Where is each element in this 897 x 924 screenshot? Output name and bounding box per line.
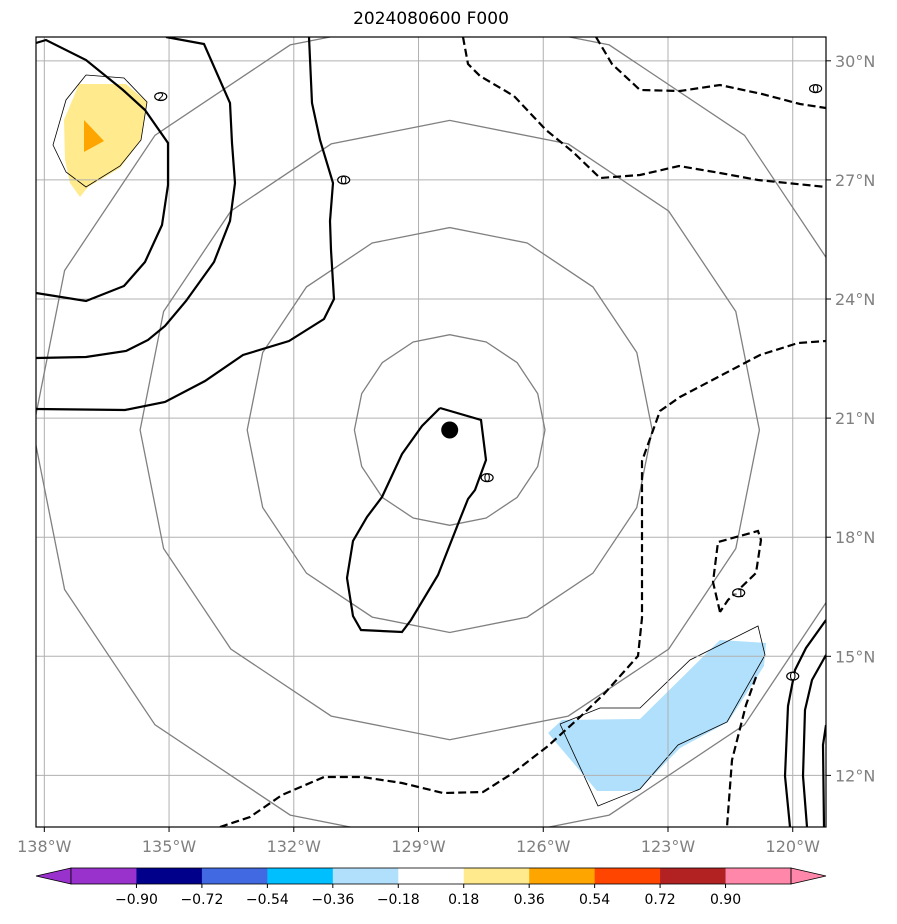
contour-dashed: [219, 339, 826, 827]
lon-tick-label: 135°W: [142, 837, 197, 856]
lon-tick-label: 120°W: [766, 837, 821, 856]
shade-positive-mid: [84, 120, 104, 152]
contour-label: 0: [340, 174, 347, 187]
shade-negative-low: [548, 640, 766, 791]
lon-ticks: 138°W 135°W 132°W 129°W 126°W 123°W 120°W: [17, 827, 820, 856]
contour-labels: 2 0 0 0 -1 0: [154, 83, 823, 683]
thin-contour-negative: [559, 625, 766, 807]
storm-center-marker: [441, 421, 459, 439]
colorbar-segment: [71, 868, 137, 884]
contour-label-box: [480, 473, 494, 483]
colorbar-segment: [398, 868, 465, 884]
colorbar-tick-label: −0.18: [377, 892, 420, 908]
contour-solid: [821, 724, 826, 827]
contour-solid: [36, 37, 237, 360]
contour-label-box: [154, 91, 168, 102]
range-ring: [246, 226, 653, 634]
colorbar-tick-label: −0.36: [311, 892, 354, 908]
lat-tick-label: 12°N: [835, 766, 875, 785]
colorbar-segment: [529, 868, 596, 884]
colorbar-segment: [267, 868, 334, 884]
contour-label-box: [809, 84, 823, 94]
colorbar-tick-label: −0.54: [246, 892, 289, 908]
contour-label-box: [732, 588, 746, 598]
contour-dashed: [595, 37, 826, 110]
contour-solid: [801, 654, 826, 827]
colorbar-extend-high: [790, 867, 827, 885]
colorbar-tick-label: 0.54: [579, 892, 610, 908]
contour-label: 0: [484, 472, 491, 485]
colorbar: −0.90 −0.72 −0.54 −0.36 −0.18 0.18 0.36 0.54 0.7…: [35, 867, 827, 908]
lat-tick-label: 27°N: [835, 171, 875, 190]
range-ring: [36, 37, 826, 827]
colorbar-segment: [201, 868, 268, 884]
contour-label-box: [337, 175, 351, 185]
contour-label: 0: [812, 83, 819, 96]
lon-tick-label: 129°W: [391, 837, 446, 856]
plot-frame: [35, 36, 827, 828]
colorbar-segment: [660, 868, 727, 884]
colorbar-segment: [332, 868, 399, 884]
contour-solid: [36, 38, 170, 303]
contour-dashed: [725, 676, 758, 827]
contour-solid: [36, 37, 336, 412]
range-ring: [353, 334, 546, 526]
colorbar-tick-label: −0.72: [180, 892, 223, 908]
contour-solid: [345, 406, 488, 634]
thin-contour-positive: [52, 74, 148, 188]
shade-positive-low: [64, 84, 147, 197]
lat-tick-label: 24°N: [835, 290, 875, 309]
thin-contours: [52, 74, 766, 807]
shaded-fields: [64, 84, 766, 791]
colorbar-tick-label: 0.18: [448, 892, 479, 908]
lon-tick-label: 138°W: [17, 837, 72, 856]
lat-tick-label: 18°N: [835, 528, 875, 547]
colorbar-segment: [725, 868, 792, 884]
colorbar-segment: [594, 868, 661, 884]
contour-label: 0: [789, 670, 796, 683]
contour-label-box: [786, 671, 800, 681]
lat-ticks: 12°N 15°N 18°N 21°N 24°N 27°N 30°N: [826, 52, 875, 785]
chart-title: 2024080600 F000: [353, 9, 509, 29]
range-rings: [36, 37, 826, 827]
dashed-contours: [219, 37, 826, 827]
lat-tick-label: 15°N: [835, 647, 875, 666]
colorbar-tick-label: 0.90: [710, 892, 741, 908]
contour-label: -1: [733, 587, 744, 600]
lat-tick-label: 21°N: [835, 409, 875, 428]
contour-label: 2: [157, 91, 164, 104]
colorbar-tick-label: −0.90: [115, 892, 158, 908]
contour-solid: [783, 619, 826, 827]
colorbar-segment: [463, 868, 530, 884]
colorbar-extend-low: [35, 867, 72, 885]
colorbar-tick-label: 0.36: [514, 892, 545, 908]
lon-tick-label: 123°W: [641, 837, 696, 856]
lon-tick-label: 126°W: [516, 837, 571, 856]
colorbar-tick-label: 0.72: [645, 892, 676, 908]
lat-tick-label: 30°N: [835, 52, 875, 71]
contours: [36, 37, 826, 827]
colorbar-frame: [70, 867, 792, 885]
contour-dashed: [461, 37, 826, 189]
lon-tick-label: 132°W: [267, 837, 322, 856]
range-ring: [139, 119, 761, 741]
colorbar-segment: [136, 868, 203, 884]
contour-dashed: [711, 529, 763, 613]
